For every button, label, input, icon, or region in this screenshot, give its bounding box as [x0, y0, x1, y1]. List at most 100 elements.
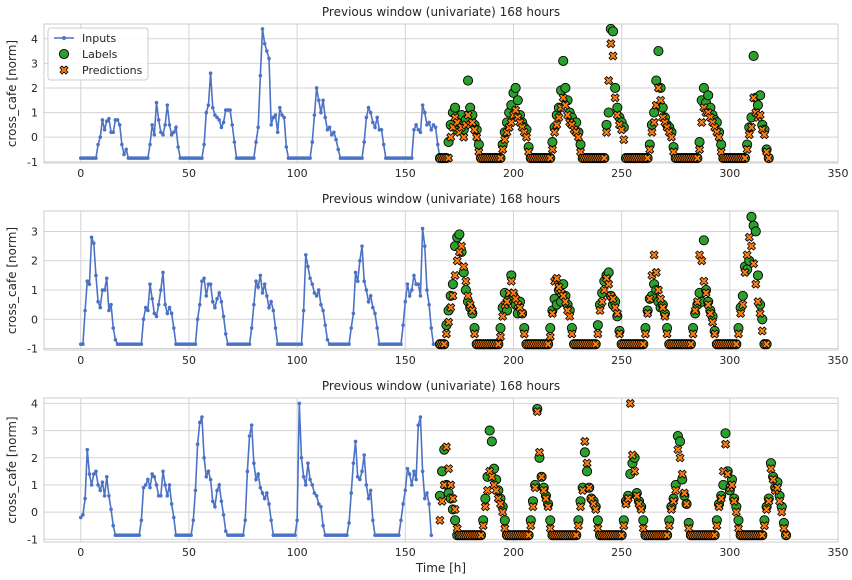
- prediction-point: [591, 339, 601, 349]
- inputs-point: [422, 110, 427, 115]
- inputs-point: [172, 130, 176, 135]
- label-point: [462, 75, 474, 86]
- prediction-point: [448, 291, 458, 301]
- prediction-point: [679, 488, 689, 498]
- inputs-point: [254, 477, 258, 482]
- inputs-point: [319, 302, 323, 307]
- inputs-point: [325, 127, 330, 132]
- inputs-point: [167, 305, 172, 310]
- label-point: [748, 50, 759, 62]
- inputs-point: [163, 123, 167, 127]
- inputs-point: [254, 279, 258, 284]
- chart-title: Previous window (univariate) 168 hours: [322, 379, 560, 393]
- prediction-point: [697, 256, 707, 266]
- inputs-point: [241, 533, 245, 538]
- prediction-point: [444, 153, 454, 163]
- inputs-point: [98, 488, 103, 493]
- prediction-point: [710, 530, 720, 540]
- prediction-point: [610, 93, 620, 103]
- inputs-point: [83, 496, 87, 501]
- inputs-point: [217, 291, 222, 295]
- prediction-point: [608, 294, 618, 304]
- prediction-point: [643, 153, 653, 163]
- prediction-point: [744, 232, 754, 242]
- inputs-point: [215, 488, 219, 493]
- inputs-point: [146, 308, 150, 313]
- inputs-point: [260, 291, 265, 295]
- inputs-point: [159, 494, 163, 498]
- inputs-point: [139, 518, 144, 523]
- label-point: [495, 323, 506, 334]
- inputs-point: [252, 156, 256, 160]
- inputs-point: [379, 127, 384, 132]
- y-tick-label: 0: [31, 131, 38, 144]
- inputs-point: [83, 308, 87, 313]
- y-tick-label: 3: [31, 425, 38, 438]
- prediction-point: [712, 521, 722, 531]
- inputs-point: [360, 156, 364, 160]
- prediction-point: [690, 305, 700, 316]
- inputs-point: [206, 103, 211, 107]
- label-point: [510, 82, 521, 94]
- inputs-point: [223, 332, 228, 336]
- inputs-point: [217, 118, 222, 122]
- prediction-point: [491, 485, 501, 495]
- inputs-point: [176, 145, 180, 149]
- inputs-point: [96, 299, 100, 304]
- prediction-point: [764, 153, 774, 163]
- prediction-point: [692, 153, 702, 163]
- prediction-point: [604, 76, 614, 86]
- label-point: [612, 102, 623, 113]
- prediction-point: [593, 329, 603, 339]
- inputs-point: [431, 342, 436, 346]
- inputs-point: [200, 156, 204, 160]
- prediction-point: [638, 339, 648, 349]
- prediction-point: [619, 521, 629, 531]
- prediction-point: [534, 447, 545, 457]
- prediction-point: [498, 144, 508, 155]
- inputs-point: [329, 132, 334, 137]
- prediction-point: [733, 523, 744, 533]
- inputs-point: [146, 477, 150, 482]
- prediction-point: [671, 485, 681, 495]
- prediction-point: [710, 329, 720, 339]
- prediction-point: [779, 523, 789, 533]
- inputs-point: [148, 142, 152, 147]
- prediction-point: [617, 530, 627, 540]
- inputs-line: [80, 403, 433, 537]
- inputs-point: [204, 110, 209, 115]
- inputs-point: [221, 120, 226, 125]
- prediction-point: [469, 329, 480, 339]
- series-predictions: [435, 39, 774, 163]
- prediction-point: [459, 132, 469, 142]
- chart-panel-1: 0 50 100 150 200 250 300 350 -1 0 1 2 3 4 Previous win…: [5, 5, 849, 180]
- inputs-point: [308, 156, 312, 160]
- inputs-point: [141, 317, 146, 322]
- prediction-point: [751, 279, 761, 289]
- prediction-point: [651, 267, 661, 278]
- inputs-point: [416, 423, 421, 427]
- prediction-point: [759, 521, 770, 531]
- inputs-point: [297, 401, 302, 406]
- label-point: [560, 82, 571, 94]
- inputs-point: [293, 533, 297, 538]
- inputs-point: [256, 125, 260, 130]
- inputs-point: [215, 296, 219, 301]
- plot-area: [43, 397, 839, 543]
- x-tick-label: 150: [395, 167, 416, 180]
- x-tick-label: 150: [395, 546, 416, 559]
- inputs-point: [141, 485, 146, 490]
- inputs-point: [189, 533, 193, 538]
- series-inputs: [78, 27, 447, 160]
- inputs-point: [146, 156, 150, 160]
- prediction-point: [656, 294, 666, 304]
- prediction-point: [575, 502, 586, 512]
- prediction-point: [714, 132, 724, 142]
- prediction-point: [643, 308, 653, 318]
- prediction-point: [456, 241, 467, 251]
- inputs-point: [299, 455, 304, 460]
- inputs-point: [223, 529, 228, 533]
- inputs-point: [260, 491, 265, 495]
- inputs-point: [247, 342, 252, 346]
- inputs-point: [262, 496, 267, 501]
